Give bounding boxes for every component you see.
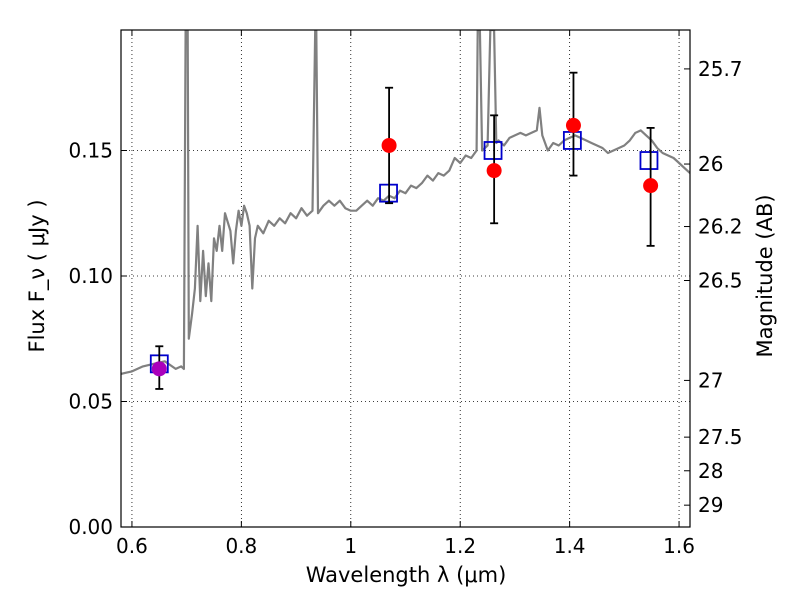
x-tick-label: 1.2 xyxy=(444,534,476,558)
y2-tick-label: 27.5 xyxy=(698,425,743,449)
model-square-marker xyxy=(483,141,503,160)
observed-flux-point xyxy=(381,137,397,153)
model-square-marker xyxy=(639,151,659,170)
errorbar-layer xyxy=(151,71,659,390)
y-tick-label: 0.15 xyxy=(68,138,113,162)
y-tick-label: 0.10 xyxy=(68,264,113,288)
y2-tick-label: 26.2 xyxy=(698,215,743,239)
observed-flux-point xyxy=(151,361,167,377)
y2-tick-label: 25.7 xyxy=(698,57,743,81)
x-tick-label: 1.6 xyxy=(663,534,695,558)
y-axis-label: Flux F_ν ( μJy ) xyxy=(25,199,50,352)
y-tick-label: 0.05 xyxy=(68,389,113,413)
observed-flux-point xyxy=(565,117,581,133)
observed-flux-point xyxy=(486,163,502,179)
y2-tick-label: 29 xyxy=(698,493,723,517)
x-tick-label: 0.8 xyxy=(225,534,257,558)
x-axis-label: Wavelength λ (μm) xyxy=(306,563,507,587)
y2-tick-label: 27 xyxy=(698,368,723,392)
y2-axis-label: Magnitude (AB) xyxy=(753,194,777,357)
y-tick-label: 0.00 xyxy=(68,515,113,539)
x-tick-label: 1.4 xyxy=(554,534,586,558)
y2-tick-label: 26.5 xyxy=(698,269,743,293)
x-tick-label: 1 xyxy=(344,534,357,558)
axes-layer: 0.6 0.8 1 1.2 1.4 1.6 0.00 0.05 0.10 0.15 25.7 26 26… xyxy=(68,30,743,558)
y2-tick-label: 28 xyxy=(698,459,723,483)
observed-flux-point xyxy=(643,178,659,194)
plot-frame xyxy=(120,29,691,528)
y2-tick-label: 26 xyxy=(698,152,723,176)
x-tick-label: 0.6 xyxy=(116,534,148,558)
